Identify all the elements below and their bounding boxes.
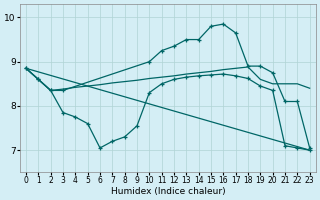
X-axis label: Humidex (Indice chaleur): Humidex (Indice chaleur) bbox=[110, 187, 225, 196]
